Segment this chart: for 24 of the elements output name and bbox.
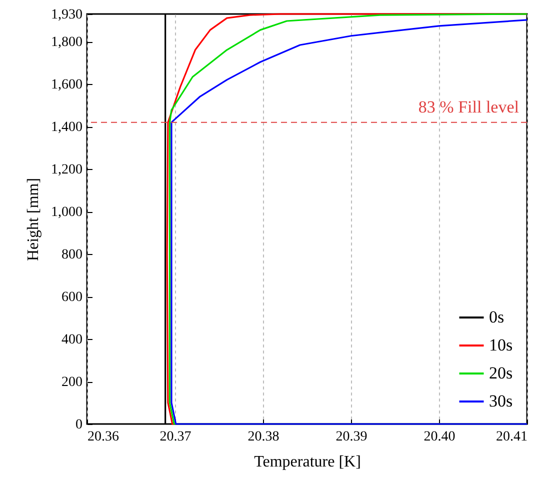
x-tick-label: 20.38 bbox=[248, 430, 280, 444]
y-tick-label: 1,000 bbox=[51, 205, 82, 220]
x-axis-title: Temperature [K] bbox=[254, 454, 361, 470]
y-tick-label: 1,800 bbox=[51, 35, 82, 50]
y-tick-label: 1,600 bbox=[51, 78, 82, 93]
x-tick-label: 20.37 bbox=[160, 430, 192, 444]
y-tick-label: 200 bbox=[62, 375, 82, 390]
ref-line-label: 83 % Fill level bbox=[418, 97, 520, 116]
legend-label: 0s bbox=[489, 308, 504, 326]
y-axis-title: Height [mm] bbox=[25, 178, 42, 262]
x-tick-label: 20.36 bbox=[88, 430, 119, 444]
x-tick-label: 20.39 bbox=[336, 430, 368, 444]
legend-label: 20s bbox=[489, 364, 513, 382]
legend-label: 10s bbox=[489, 336, 513, 354]
y-tick-label: 800 bbox=[62, 248, 82, 263]
x-tick-label: 20.40 bbox=[424, 430, 456, 444]
y-tick-label: 1,400 bbox=[51, 120, 82, 136]
y-tick-label: 1,930 bbox=[51, 8, 82, 22]
y-tick-label: 400 bbox=[62, 332, 82, 348]
y-tick-label: 1,200 bbox=[51, 162, 82, 178]
y-tick-label: 600 bbox=[62, 290, 82, 306]
legend-label: 30s bbox=[489, 392, 513, 410]
x-tick-label: 20.41 bbox=[496, 430, 528, 444]
y-tick-label: 0 bbox=[76, 418, 82, 432]
